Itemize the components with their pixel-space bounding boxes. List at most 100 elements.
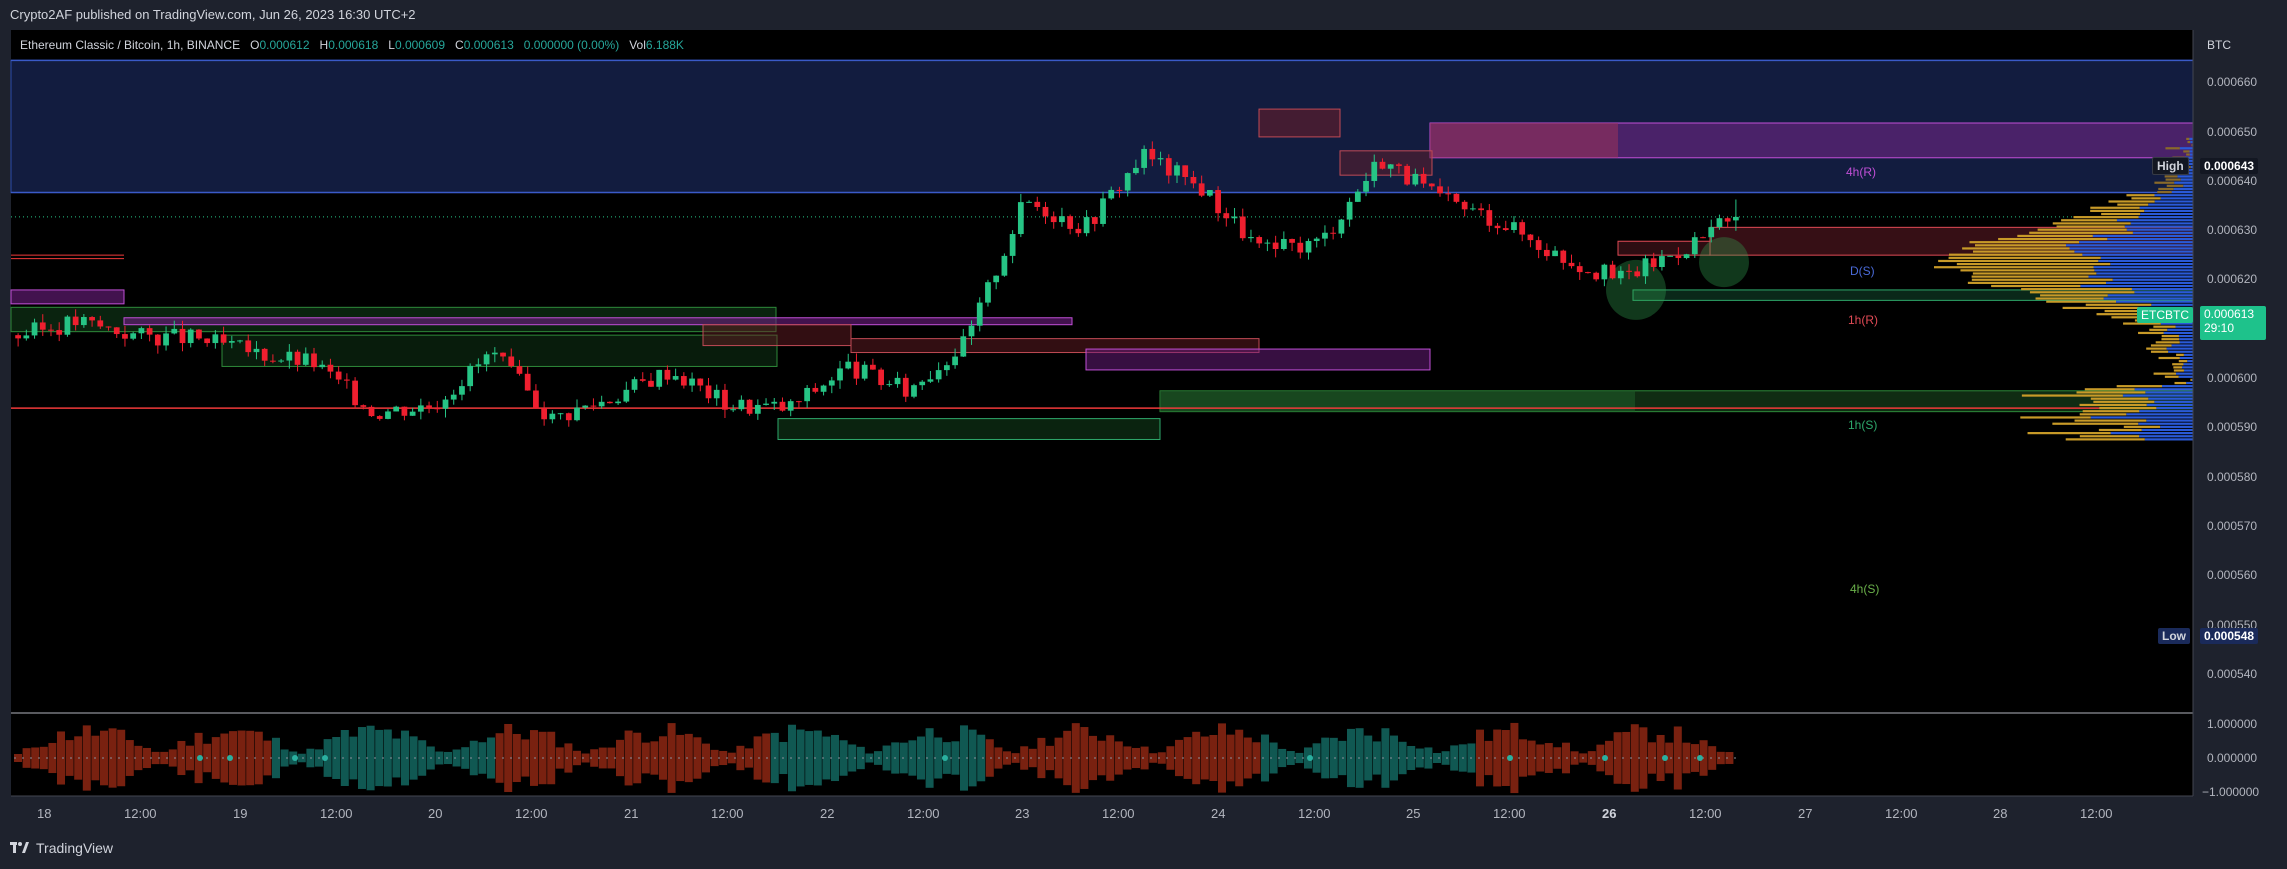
legend-h-label: H <box>319 38 329 52</box>
profile-bar-buy <box>2174 181 2193 184</box>
candle-body <box>1486 210 1493 226</box>
profile-bar-sell <box>2093 400 2155 403</box>
profile-bar-buy <box>2183 353 2193 356</box>
profile-bar-sell <box>2074 419 2147 422</box>
time-tick: 20 <box>428 806 443 821</box>
osc-bar <box>1622 731 1631 785</box>
osc-bar <box>822 736 831 780</box>
candle-body <box>491 352 498 355</box>
candle-body <box>804 387 811 402</box>
time-tick: 12:00 <box>515 806 548 821</box>
profile-bar-sell <box>2157 191 2172 194</box>
candle-body <box>820 385 827 392</box>
candle-body <box>122 334 128 339</box>
profile-bar-sell <box>2084 388 2135 391</box>
legend-o-label: O <box>250 38 260 52</box>
candle-body <box>1404 165 1411 185</box>
profile-bar-buy <box>2139 206 2193 209</box>
osc-bar <box>177 740 186 776</box>
profile-bar-sell <box>2153 325 2176 328</box>
tradingview-logo-text: TradingView <box>36 840 114 856</box>
profile-bar-sell <box>2117 203 2149 206</box>
profile-bar-sell <box>2153 372 2177 375</box>
profile-bar-sell <box>1971 278 2113 281</box>
candle-body <box>146 328 153 335</box>
profile-bar-sell <box>2090 397 2149 400</box>
price-tick: 0.000660 <box>2207 75 2258 89</box>
candle-body <box>1428 183 1435 187</box>
osc-bar <box>1536 744 1545 772</box>
osc-bar <box>564 743 573 773</box>
candle-body <box>1149 148 1156 160</box>
osc-bar <box>684 733 693 783</box>
profile-bar-buy <box>2166 347 2193 350</box>
candle-body <box>253 348 260 353</box>
profile-bar-sell <box>2040 294 2108 297</box>
time-tick: 12:00 <box>1298 806 1331 821</box>
candle-body <box>771 401 778 404</box>
profile-bar-sell <box>2149 328 2168 331</box>
osc-bar <box>57 731 65 785</box>
ohlc-legend: Ethereum Classic / Bitcoin, 1h, BINANCE … <box>20 38 684 52</box>
candle-body <box>754 404 761 414</box>
osc-bar <box>1484 740 1493 776</box>
profile-bar-buy <box>2090 416 2193 419</box>
profile-bar-buy <box>2187 360 2193 363</box>
profile-bar-buy <box>2181 366 2193 369</box>
osc-tick: 0.000000 <box>2207 751 2258 765</box>
price-tick: 0.000600 <box>2207 371 2258 385</box>
osc-bar <box>1372 741 1381 775</box>
candle-body <box>1470 208 1476 210</box>
candle-body <box>1420 173 1427 184</box>
osc-bar <box>108 728 117 788</box>
candle-body <box>237 340 243 342</box>
candle-body <box>1453 193 1460 202</box>
price-tick: 0.000560 <box>2207 568 2258 582</box>
price-tick: 0.000590 <box>2207 420 2258 434</box>
time-tick: 12:00 <box>1885 806 1918 821</box>
profile-bar-buy <box>2171 344 2193 347</box>
osc-bar <box>1390 735 1398 781</box>
time-tick: 25 <box>1406 806 1421 821</box>
osc-bar <box>1329 737 1338 779</box>
candle-body <box>1478 208 1484 211</box>
profile-bar-sell <box>2020 416 2091 419</box>
profile-bar-sell <box>2101 212 2141 216</box>
candle-body <box>23 335 30 339</box>
profile-bar-sell <box>2190 378 2192 382</box>
osc-dot <box>292 755 298 761</box>
osc-bar <box>616 739 624 777</box>
osc-bar <box>676 734 685 782</box>
candle-body <box>442 399 449 409</box>
profile-bar-sell <box>2158 356 2180 360</box>
osc-bar <box>375 729 384 787</box>
candle-body <box>1609 264 1616 279</box>
candle-body <box>960 336 967 357</box>
osc-bar <box>1648 742 1656 774</box>
candle-body <box>1026 201 1032 203</box>
osc-bar <box>143 747 151 769</box>
time-tick: 12:00 <box>907 806 940 821</box>
profile-bar-sell <box>2056 225 2125 228</box>
osc-bar <box>1630 724 1639 792</box>
candle-body <box>1322 232 1328 239</box>
osc-bar <box>1656 734 1665 782</box>
candle-body <box>1733 216 1739 221</box>
profile-bar-buy <box>2145 391 2193 394</box>
osc-bar <box>401 730 409 786</box>
osc-dot <box>1507 755 1513 761</box>
candle-body <box>1552 250 1558 257</box>
profile-bar-sell <box>1974 244 2066 247</box>
osc-bar <box>934 737 943 779</box>
profile-bar-sell <box>2178 360 2188 363</box>
candle-body <box>853 361 860 379</box>
osc-bar <box>1046 745 1054 771</box>
profile-bar-buy <box>2100 256 2193 259</box>
time-tick: 26 <box>1602 806 1617 821</box>
profile-bar-buy <box>2107 237 2193 241</box>
profile-bar-sell <box>2079 435 2140 438</box>
tradingview-logo[interactable]: TradingView <box>10 840 113 856</box>
low-tag-label: Low <box>2158 628 2190 644</box>
candle-body <box>327 364 334 372</box>
